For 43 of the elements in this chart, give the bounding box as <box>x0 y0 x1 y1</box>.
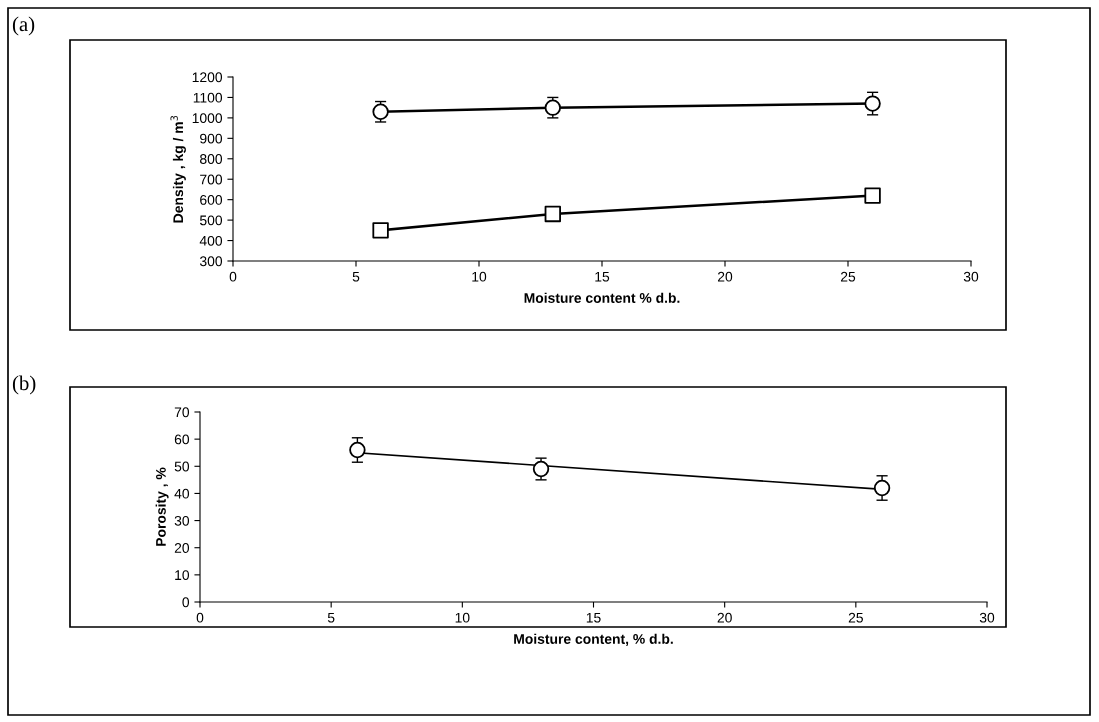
x-tick-label: 15 <box>586 612 601 623</box>
point <box>864 95 881 112</box>
y-tick-label: 30 <box>174 515 190 526</box>
y-tick-label: 600 <box>200 195 223 205</box>
y-tick-label: 1000 <box>192 113 223 124</box>
point <box>544 205 561 223</box>
x-tick-label: 10 <box>472 271 487 282</box>
point <box>864 187 881 204</box>
y-tick-label: 800 <box>200 154 223 164</box>
y-tick-label: 10 <box>175 570 190 581</box>
text: (a) <box>12 16 35 36</box>
y-tick-label: 1200 <box>192 72 223 83</box>
x-tick-label: 5 <box>352 271 360 282</box>
y-tick-label: 70 <box>174 407 190 418</box>
x-tick-label: 15 <box>595 271 610 282</box>
x-tick-label: 25 <box>848 612 863 623</box>
point <box>873 479 891 497</box>
y-tick-label: 500 <box>199 215 223 226</box>
y-tick-label: 20 <box>174 543 190 553</box>
y-tick-label: 60 <box>174 434 190 445</box>
x-tick-label: 25 <box>840 271 856 282</box>
x-tick-label: 20 <box>717 271 733 282</box>
point <box>349 441 366 459</box>
point <box>372 222 389 239</box>
x-axis-title: Moisture content, % d.b. <box>514 633 673 646</box>
y-tick-label: 900 <box>200 133 223 144</box>
text: (b) <box>12 375 36 395</box>
y-tick-label: 400 <box>199 235 223 246</box>
y-tick-label: 700 <box>200 174 223 185</box>
y-tick-label: 0 <box>182 597 190 608</box>
y-tick-label: 1100 <box>193 92 223 103</box>
x-tick-label: 10 <box>455 612 470 623</box>
x-tick-label: 30 <box>979 612 995 623</box>
y-axis-title: Density , kg / m$^{3}$ <box>170 115 186 223</box>
y-tick-label: 40 <box>174 488 190 499</box>
y-tick-label: 300 <box>199 256 223 267</box>
x-tick-label: 5 <box>327 612 335 623</box>
x-tick-label: 30 <box>963 271 979 282</box>
x-axis-title: Moisture content % d.b. <box>524 292 680 303</box>
x-tick-label: 0 <box>229 271 237 282</box>
y-axis-title: Porosity , % <box>155 467 169 546</box>
y-tick-label: 50 <box>174 461 190 472</box>
x-tick-label: 20 <box>717 612 732 623</box>
